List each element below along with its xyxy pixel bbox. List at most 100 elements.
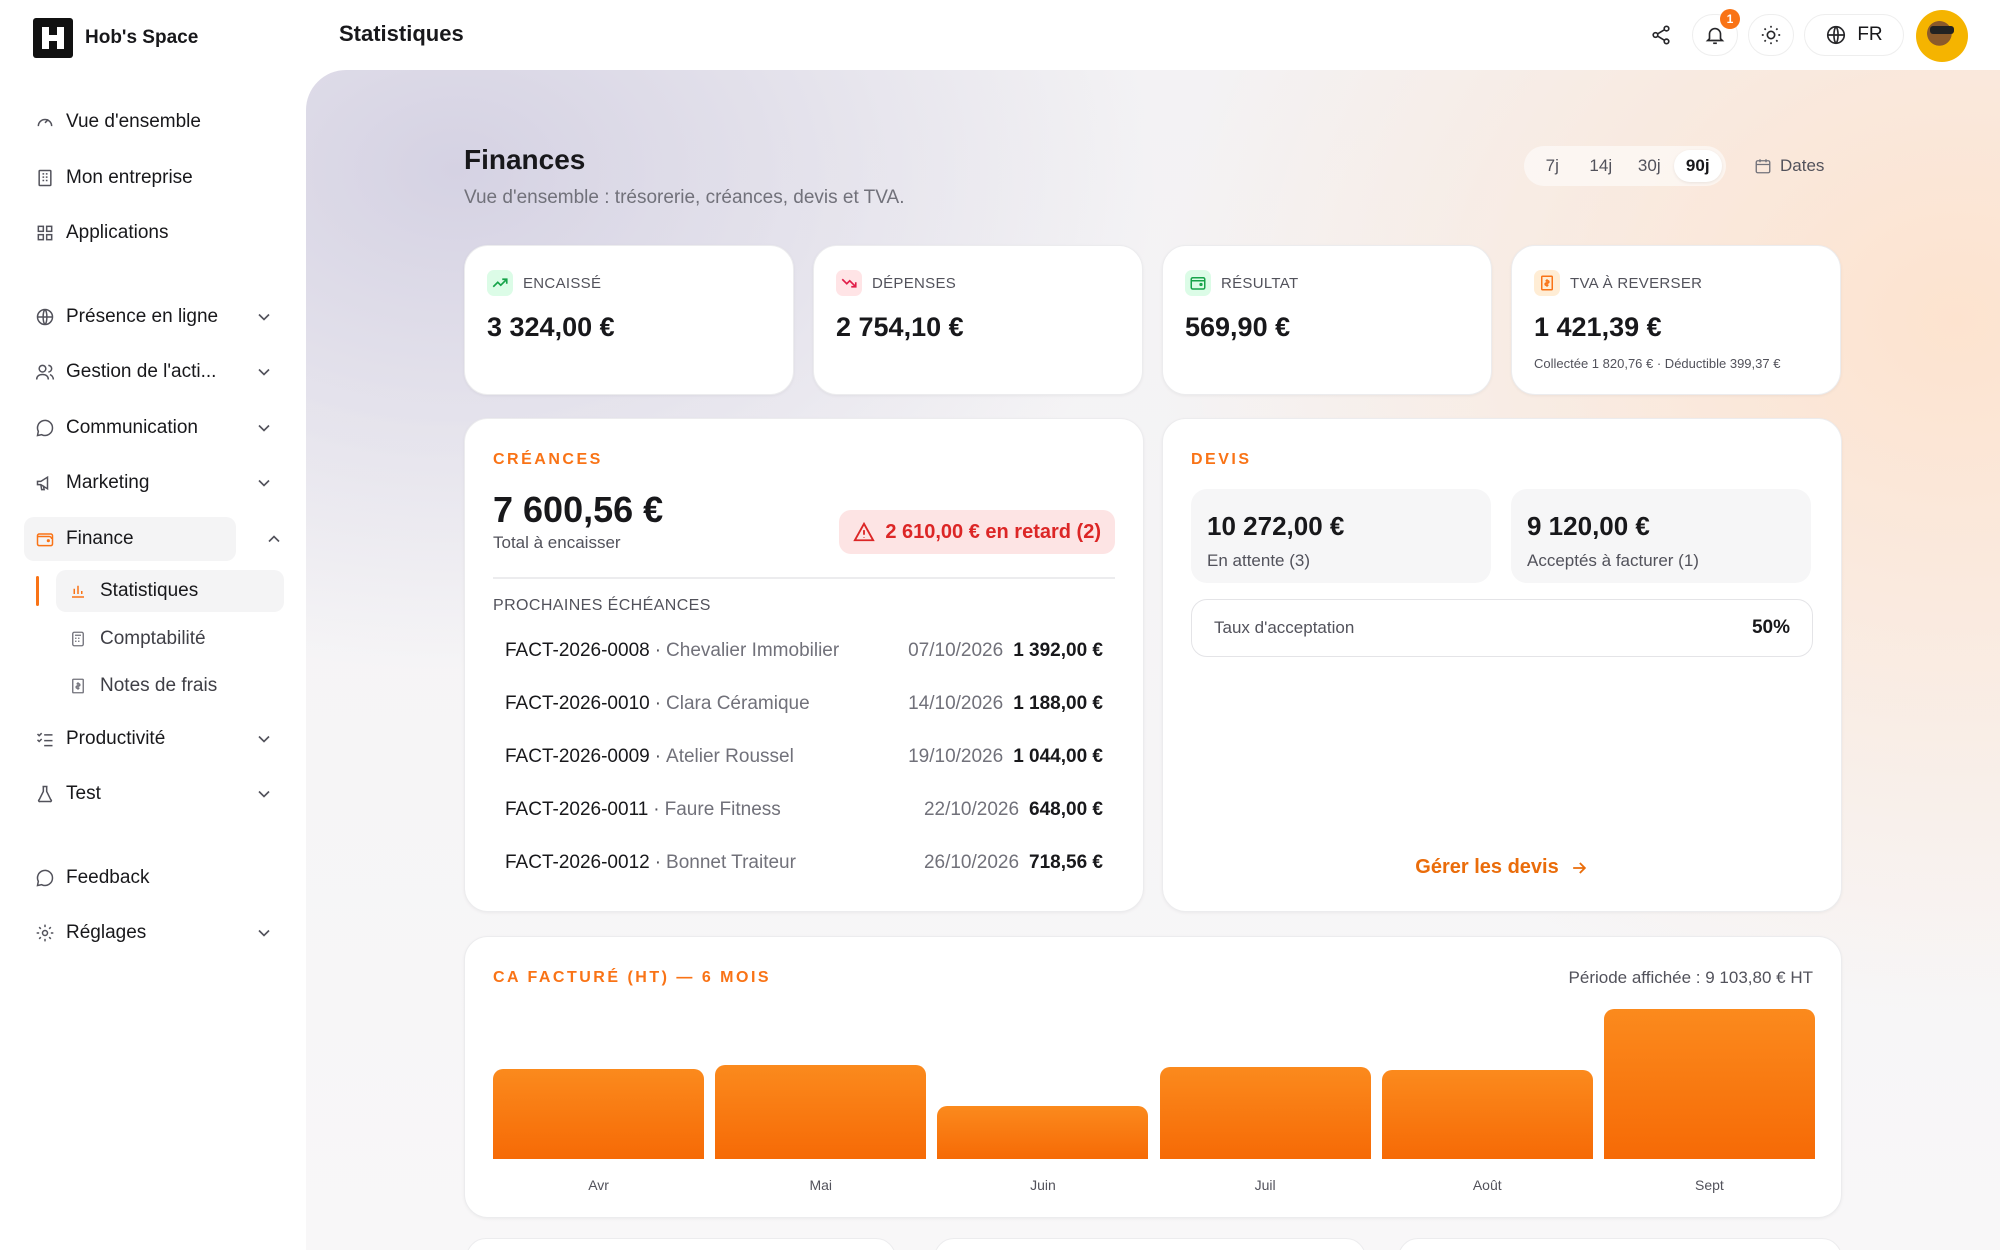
card-peek (1398, 1238, 1842, 1250)
nav-apps[interactable]: Applications (24, 211, 284, 255)
message-circle-icon (34, 867, 56, 889)
card-peek (466, 1238, 896, 1250)
divider (493, 577, 1115, 579)
topbar: Statistiques 1 FR (306, 0, 2000, 70)
language-button[interactable]: FR (1804, 14, 1904, 56)
nav-feedback-label: Feedback (66, 867, 150, 888)
nav-finance[interactable]: Finance (24, 517, 280, 561)
acceptance-rate-label: Taux d'acceptation (1214, 618, 1355, 637)
creances-label: CRÉANCES (493, 451, 603, 468)
separator-dot: · (654, 852, 662, 873)
main-content: Finances Vue d'ensemble : trésorerie, cr… (306, 70, 2000, 1250)
bar-avr[interactable] (493, 1009, 705, 1159)
share-button[interactable] (1638, 14, 1684, 56)
kpi-value: 1 421,39 € (1534, 312, 1662, 342)
nav-notes-de-frais-label: Notes de frais (100, 675, 218, 696)
bar-août[interactable] (1381, 1009, 1593, 1159)
period-14j[interactable]: 14j (1589, 156, 1613, 175)
nav-marketing[interactable]: Marketing (24, 461, 284, 505)
kpi-value: 569,90 € (1185, 312, 1291, 342)
x-tick-label: Juil (1254, 1177, 1276, 1193)
kpi-tva: TVA À REVERSER 1 421,39 € Collectée 1 82… (1511, 245, 1841, 395)
manage-devis-link[interactable]: Gérer les devis (1163, 856, 1841, 879)
flask-icon (34, 783, 56, 805)
bar-juin[interactable] (937, 1009, 1149, 1159)
nav-feedback[interactable]: Feedback (24, 856, 284, 900)
globe-icon (1827, 25, 1846, 45)
share-icon (1652, 25, 1670, 45)
wallet-icon (1185, 270, 1211, 296)
invoice-amount: 1 392,00 € (1013, 640, 1103, 661)
kpi-note: Collectée 1 820,76 € · Déductible 399,37… (1534, 356, 1781, 371)
manage-devis-label: Gérer les devis (1415, 856, 1559, 878)
brand[interactable]: Hob's Space (33, 18, 198, 58)
nav-reglages[interactable]: Réglages (24, 911, 284, 955)
sidebar: Hob's Space Vue d'ensemble Mon entrepris… (0, 0, 306, 1250)
separator-dot: · (654, 640, 662, 661)
dates-button[interactable]: Dates (1754, 148, 1824, 184)
kpi-label: TVA À REVERSER (1570, 274, 1703, 292)
nav-gestion-label: Gestion de l'acti... (66, 361, 217, 382)
globe-icon (34, 306, 56, 328)
brand-logo-icon (33, 18, 73, 58)
nav-comptabilite[interactable]: Comptabilité (56, 618, 284, 660)
chevron-down-icon (258, 929, 270, 937)
brand-name: Hob's Space (85, 27, 199, 48)
nav-gestion[interactable]: Gestion de l'acti... (24, 350, 284, 394)
chevron-down-icon (258, 790, 270, 798)
bar-fill (715, 1065, 927, 1159)
invoice-client: Atelier Roussel (666, 746, 794, 767)
invoice-date: 26/10/2026 (923, 852, 1020, 873)
invoice-row[interactable]: FACT-2026-0012 · Bonnet Traiteur 26/10/2026… (493, 838, 1115, 888)
period-90j[interactable]: 90j (1673, 150, 1722, 182)
creances-total: 7 600,56 € (493, 489, 664, 530)
overdue-text: 2 610,00 € en retard (2) (885, 520, 1101, 543)
invoice-id: FACT-2026-0010 (505, 693, 650, 714)
creances-total-label: Total à encaisser (493, 533, 621, 552)
bar-mai[interactable] (715, 1009, 927, 1159)
invoice-row[interactable]: FACT-2026-0010 · Clara Céramique 14/10/2026… (493, 679, 1115, 729)
invoice-row[interactable]: FACT-2026-0009 · Atelier Roussel 19/10/2026… (493, 732, 1115, 782)
kpi-resultat: RÉSULTAT 569,90 € (1162, 245, 1492, 395)
notifications-badge: 1 (1720, 9, 1740, 29)
sun-icon (1761, 25, 1781, 45)
chevron-down-icon (258, 368, 270, 376)
bar-fill (1159, 1067, 1371, 1159)
invoice-id: FACT-2026-0009 (505, 746, 650, 767)
invoice-amount: 1 188,00 € (1013, 693, 1103, 714)
upcoming-label: PROCHAINES ÉCHÉANCES (493, 597, 711, 614)
avatar[interactable] (1916, 10, 1968, 62)
notifications-button[interactable]: 1 (1692, 9, 1740, 56)
period-7j[interactable]: 7j (1545, 156, 1559, 175)
checklist-icon (34, 728, 56, 750)
bar-sept[interactable] (1603, 1009, 1815, 1159)
invoice-row[interactable]: FACT-2026-0008 · Chevalier Immobilier 07/10… (493, 626, 1115, 676)
invoice-date: 07/10/2026 (908, 640, 1004, 661)
bar-fill (1381, 1069, 1593, 1159)
x-tick-label: Avr (588, 1177, 609, 1193)
nav-statistiques[interactable]: Statistiques (56, 570, 284, 612)
invoice-row[interactable]: FACT-2026-0011 · Faure Fitness 22/10/2026 64… (493, 785, 1115, 835)
overdue-badge[interactable]: 2 610,00 € en retard (2) (839, 510, 1115, 554)
gear-icon (34, 922, 56, 944)
nav-company[interactable]: Mon entreprise (24, 156, 284, 200)
bar-fill (937, 1105, 1149, 1159)
invoice-client: Bonnet Traiteur (666, 852, 796, 873)
nav-notes-de-frais[interactable]: Notes de frais (56, 665, 284, 707)
period-30j[interactable]: 30j (1637, 156, 1661, 175)
theme-toggle-button[interactable] (1748, 14, 1794, 56)
chevron-up-icon (268, 535, 280, 543)
devis-pending-box: 10 272,00 € En attente (3) (1191, 489, 1491, 583)
building-icon (34, 167, 56, 189)
creances-card: CRÉANCES 7 600,56 € Total à encaisser 2 … (464, 418, 1144, 912)
bar-juil[interactable] (1159, 1009, 1371, 1159)
nav-presence[interactable]: Présence en ligne (24, 295, 284, 339)
nav-overview-label: Vue d'ensemble (66, 111, 201, 132)
finances-title: Finances (464, 144, 586, 175)
nav-productivite[interactable]: Productivité (24, 717, 284, 761)
chevron-down-icon (258, 735, 270, 743)
nav-test[interactable]: Test (24, 772, 284, 816)
x-tick-label: Sept (1695, 1177, 1724, 1193)
nav-overview[interactable]: Vue d'ensemble (24, 100, 284, 144)
nav-communication[interactable]: Communication (24, 406, 284, 450)
